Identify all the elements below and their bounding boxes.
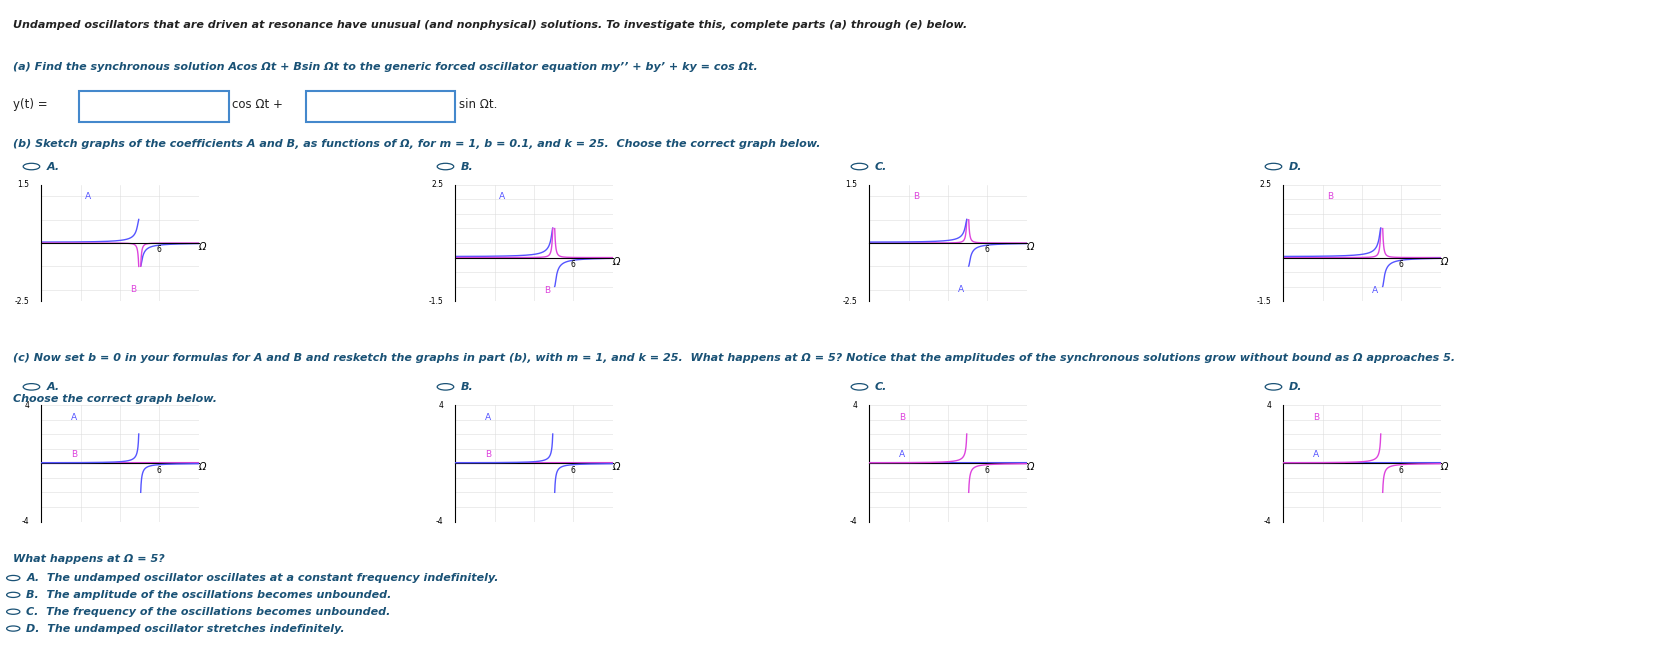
Text: Ω: Ω: [1026, 242, 1034, 252]
Text: 6: 6: [985, 466, 990, 474]
Text: Choose the correct graph below.: Choose the correct graph below.: [13, 393, 217, 404]
Text: ▼: ▼: [442, 102, 449, 111]
Text: A: A: [1370, 286, 1377, 295]
Text: B: B: [129, 285, 136, 294]
Text: Undamped oscillators that are driven at resonance have unusual (and nonphysical): Undamped oscillators that are driven at …: [13, 19, 967, 30]
Text: 6: 6: [985, 246, 990, 254]
Text: (b) Sketch graphs of the coefficients A and B, as functions of Ω, for m = 1, b =: (b) Sketch graphs of the coefficients A …: [13, 139, 821, 149]
Text: 6: 6: [157, 466, 162, 474]
Text: 6: 6: [571, 260, 576, 269]
Text: A: A: [71, 413, 78, 422]
Text: D.: D.: [1288, 161, 1301, 172]
Text: -4: -4: [1263, 517, 1271, 526]
Text: 4: 4: [439, 400, 444, 410]
Text: 6: 6: [1398, 466, 1403, 474]
Text: B: B: [485, 450, 492, 459]
Text: A: A: [84, 192, 91, 201]
Text: B: B: [1326, 192, 1332, 202]
Text: (c) Now set b = 0 in your formulas for A and B and resketch the graphs in part (: (c) Now set b = 0 in your formulas for A…: [13, 353, 1455, 363]
Text: B: B: [899, 413, 905, 422]
Text: B: B: [912, 192, 919, 201]
Text: -2.5: -2.5: [15, 297, 30, 306]
Text: -4: -4: [849, 517, 857, 526]
Text: 4: 4: [1266, 400, 1271, 410]
Text: Ω: Ω: [1440, 462, 1448, 472]
Text: -1.5: -1.5: [429, 297, 444, 306]
Text: What happens at Ω = 5?: What happens at Ω = 5?: [13, 553, 166, 564]
Text: sin Ωt.: sin Ωt.: [458, 98, 496, 111]
Text: -4: -4: [22, 517, 30, 526]
Text: A.: A.: [46, 382, 60, 392]
Text: B: B: [71, 450, 78, 459]
Text: -2.5: -2.5: [842, 297, 857, 306]
Text: A: A: [485, 413, 492, 422]
Text: 4: 4: [25, 400, 30, 410]
Text: C.  The frequency of the oscillations becomes unbounded.: C. The frequency of the oscillations bec…: [26, 607, 391, 617]
Text: Ω: Ω: [1026, 462, 1034, 472]
Text: cos Ωt +: cos Ωt +: [232, 98, 283, 111]
Text: (a) Find the synchronous solution Acos Ωt + Bsin Ωt to the generic forced oscill: (a) Find the synchronous solution Acos Ω…: [13, 62, 758, 72]
Text: 2.5: 2.5: [1259, 180, 1271, 189]
Text: ▼: ▼: [215, 102, 222, 111]
Text: B: B: [1312, 413, 1319, 422]
Text: A: A: [957, 285, 963, 294]
Text: 2.5: 2.5: [432, 180, 444, 189]
Text: D.: D.: [1288, 382, 1301, 392]
Text: B: B: [543, 286, 549, 295]
Text: D.  The undamped oscillator stretches indefinitely.: D. The undamped oscillator stretches ind…: [26, 623, 344, 634]
Text: A: A: [1312, 450, 1319, 459]
Text: 6: 6: [571, 466, 576, 474]
Text: B.: B.: [460, 161, 473, 172]
Text: 1.5: 1.5: [18, 180, 30, 189]
Text: 6: 6: [1398, 260, 1403, 269]
Text: -1.5: -1.5: [1256, 297, 1271, 306]
Text: C.: C.: [874, 161, 885, 172]
Text: A: A: [899, 450, 905, 459]
Text: B.: B.: [460, 382, 473, 392]
Text: Ω: Ω: [1440, 257, 1448, 266]
Text: A: A: [498, 192, 505, 202]
Text: C.: C.: [874, 382, 885, 392]
Text: Ω: Ω: [199, 462, 207, 472]
Text: Ω: Ω: [612, 257, 621, 266]
Text: Ω: Ω: [612, 462, 621, 472]
Text: B.  The amplitude of the oscillations becomes unbounded.: B. The amplitude of the oscillations bec…: [26, 590, 392, 600]
Text: 6: 6: [157, 246, 162, 254]
Text: y(t) =: y(t) =: [13, 98, 48, 111]
Text: 1.5: 1.5: [846, 180, 857, 189]
Text: -4: -4: [435, 517, 444, 526]
Text: Ω: Ω: [199, 242, 207, 252]
Text: A.: A.: [46, 161, 60, 172]
Text: 4: 4: [852, 400, 857, 410]
Text: A.  The undamped oscillator oscillates at a constant frequency indefinitely.: A. The undamped oscillator oscillates at…: [26, 573, 498, 583]
